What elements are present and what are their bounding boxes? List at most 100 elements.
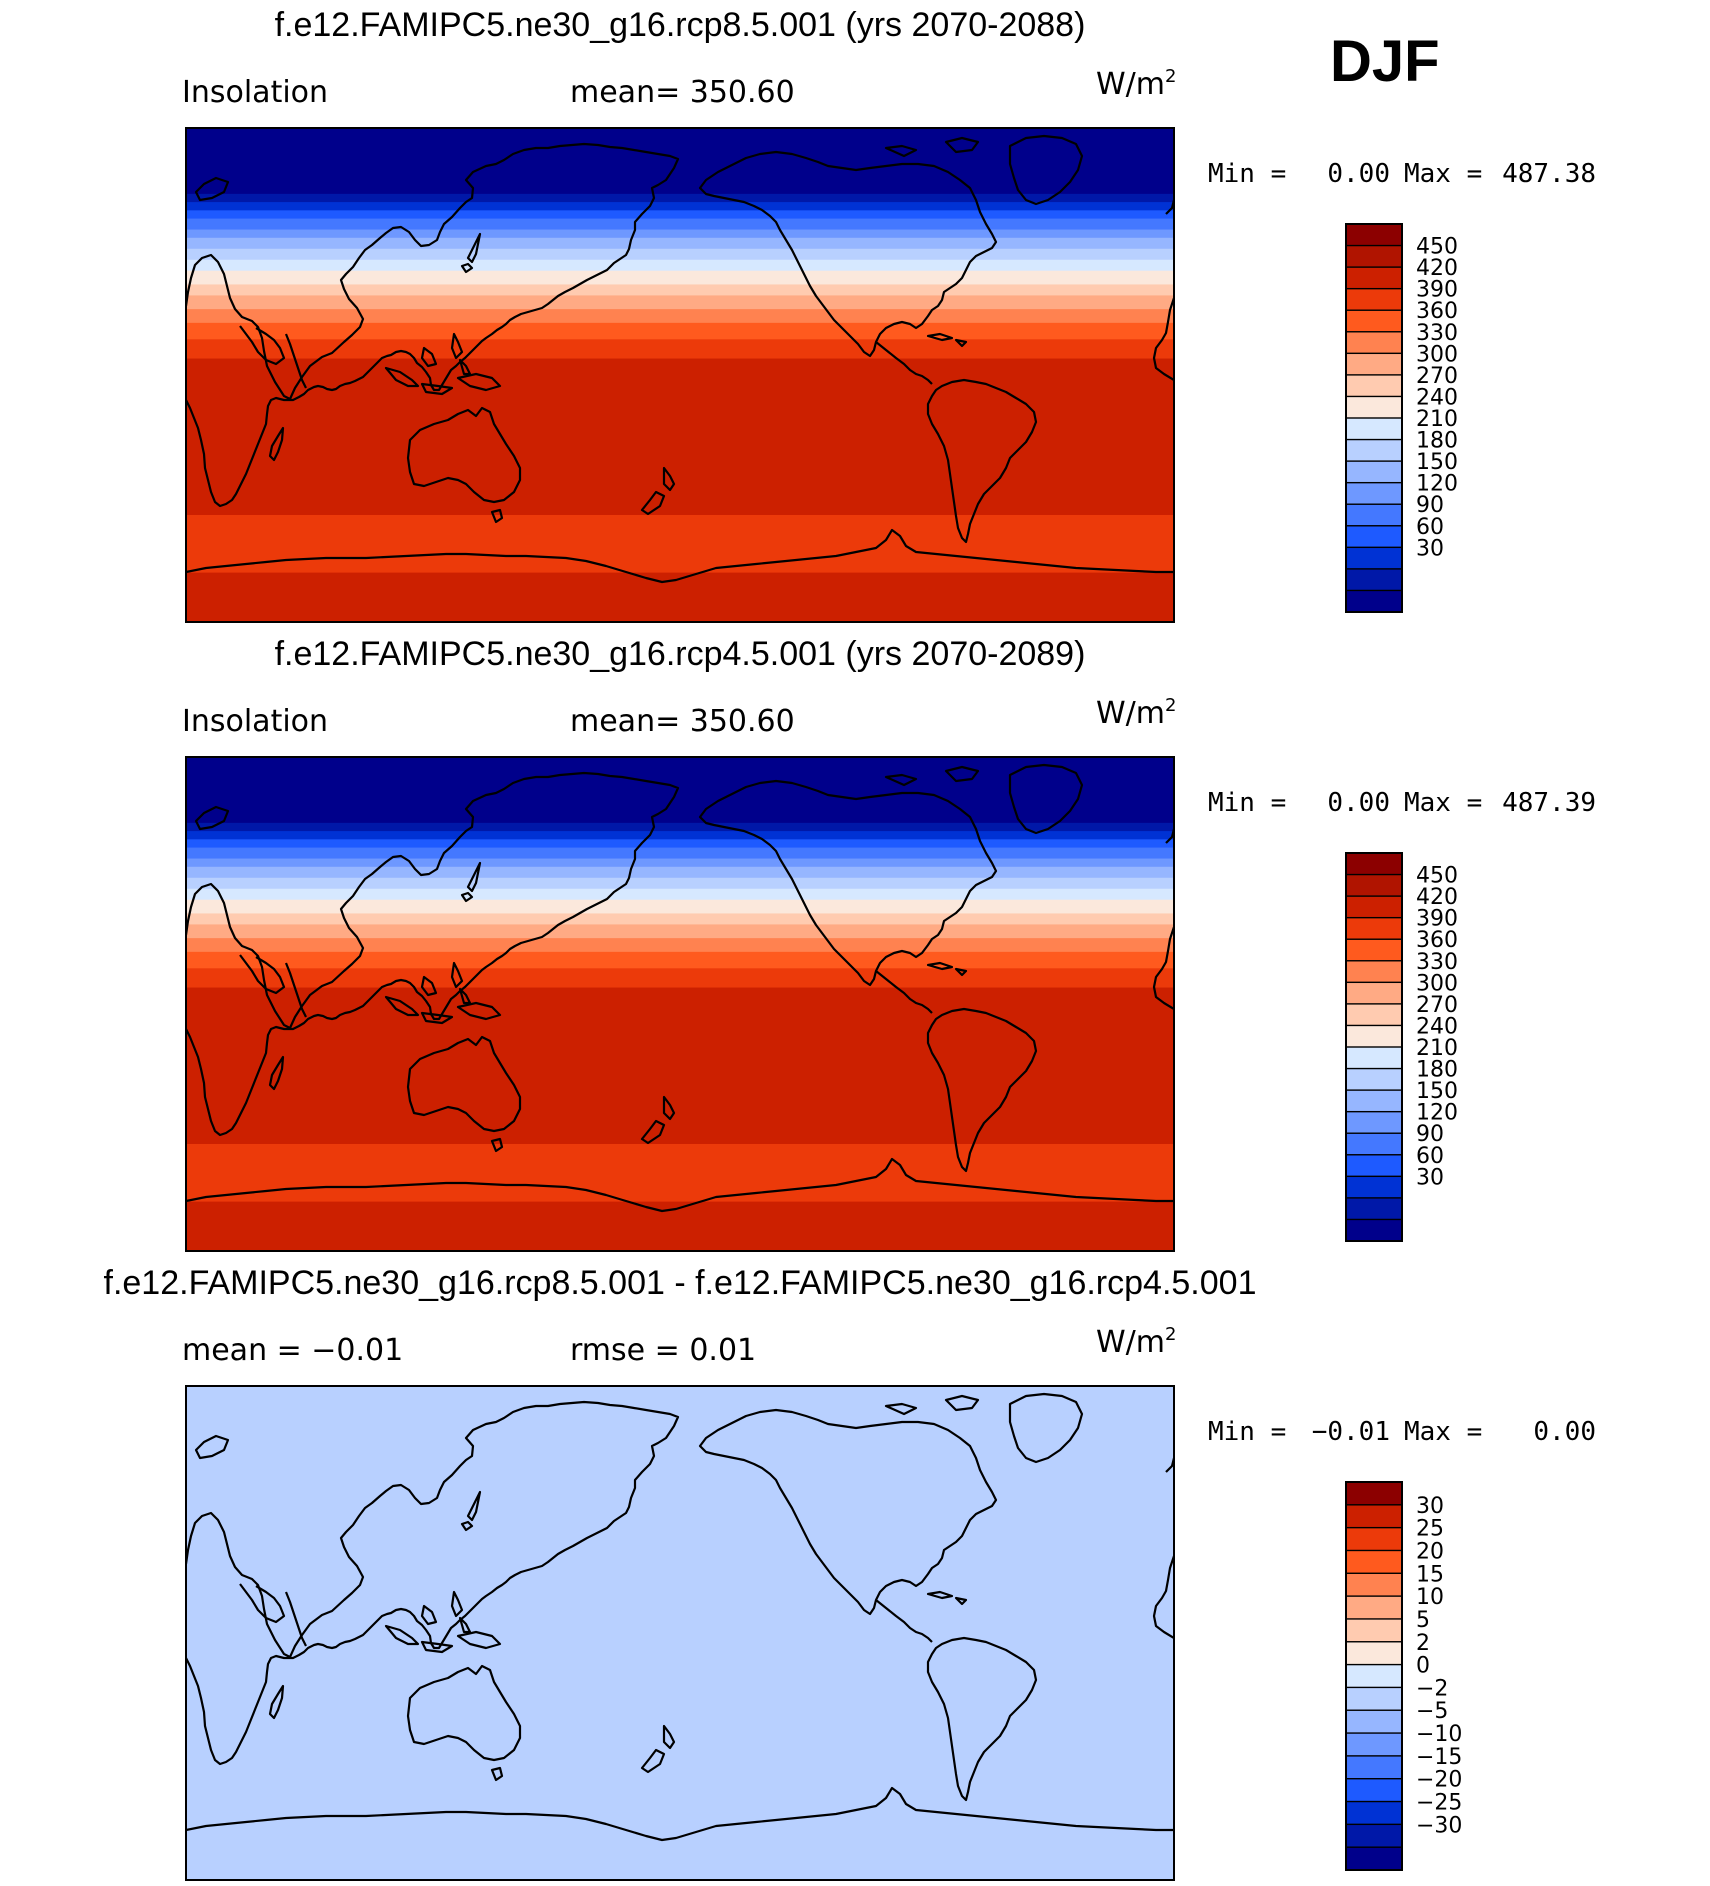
colorbar: 4504203903603303002702402101801501209060… <box>1345 852 1458 1243</box>
colorbar-swatch <box>1345 309 1403 333</box>
colorbar-swatch <box>1345 1686 1403 1712</box>
colorbar-tick-label: 30 <box>1416 1494 1444 1519</box>
colorbar-swatch <box>1345 1132 1403 1156</box>
colorbar-swatch <box>1345 1003 1403 1027</box>
max-value: 487.39 <box>1502 788 1596 818</box>
zonal-band <box>186 322 1174 340</box>
colorbar-tick-label: 180 <box>1416 429 1458 454</box>
zonal-band <box>186 295 1174 310</box>
colorbar-swatch <box>1345 374 1403 398</box>
colorbar-swatch <box>1345 1778 1403 1803</box>
colorbar-tick-label: 10 <box>1416 1585 1444 1610</box>
colorbar-tick-label: 25 <box>1416 1517 1444 1542</box>
colorbar-swatch <box>1345 895 1403 919</box>
zonal-band <box>186 309 1174 324</box>
season-label: DJF <box>1330 29 1440 94</box>
colorbar-swatch <box>1345 568 1403 592</box>
zonal-band <box>186 913 1174 926</box>
zonal-band <box>186 839 1174 849</box>
colorbar-tick-label: 150 <box>1416 1079 1458 1104</box>
colorbar-tick-label: 0 <box>1416 1654 1430 1679</box>
colorbar-tick-label: −5 <box>1416 1699 1448 1724</box>
colorbar-tick-label: 210 <box>1416 1036 1458 1061</box>
min-value: 0.00 <box>1327 159 1390 189</box>
colorbar-tick-label: −10 <box>1416 1722 1462 1747</box>
colorbar-tick-label: 180 <box>1416 1058 1458 1083</box>
colorbar-swatch <box>1345 438 1403 463</box>
colorbar-tick-label: 270 <box>1416 993 1458 1018</box>
colorbar-tick-label: 450 <box>1416 235 1458 260</box>
colorbar-swatch <box>1345 1154 1403 1178</box>
panel-title: f.e12.FAMIPC5.ne30_g16.rcp4.5.001 (yrs 2… <box>275 635 1086 673</box>
colorbar-tick-label: 390 <box>1416 907 1458 932</box>
zonal-band <box>186 866 1174 879</box>
zonal-band <box>186 899 1174 915</box>
colorbar-swatch <box>1345 460 1403 484</box>
zonal-band <box>186 259 1174 272</box>
zonal-band <box>186 1143 1174 1203</box>
map-panel-1: f.e12.FAMIPC5.ne30_g16.rcp8.5.001 (yrs 2… <box>182 6 1596 623</box>
panel-center-label: mean= 350.60 <box>570 704 795 739</box>
zonal-band <box>186 358 1174 516</box>
colorbar-swatch <box>1345 395 1403 420</box>
colorbar-tick-label: −2 <box>1416 1676 1448 1701</box>
colorbar-swatch <box>1345 916 1403 941</box>
zonal-band <box>186 210 1174 220</box>
zonal-band <box>186 202 1174 211</box>
colorbar-tick-label: 120 <box>1416 1101 1458 1126</box>
colorbar-swatch <box>1345 981 1403 1005</box>
max-label: Max = <box>1404 1417 1482 1447</box>
units-label: W/m2 <box>1096 695 1176 731</box>
map-panel-2: f.e12.FAMIPC5.ne30_g16.rcp4.5.001 (yrs 2… <box>182 635 1596 1252</box>
zonal-band <box>186 968 1174 989</box>
zonal-band <box>186 193 1174 203</box>
panel-left-label: Insolation <box>182 704 328 739</box>
colorbar-tick-label: 210 <box>1416 407 1458 432</box>
colorbar-tick-label: 2 <box>1416 1631 1430 1656</box>
panel-left-label: mean = −0.01 <box>182 1333 403 1368</box>
colorbar-tick-label: 330 <box>1416 950 1458 975</box>
colorbar-swatch <box>1345 352 1403 376</box>
colorbar-swatch <box>1345 1823 1403 1849</box>
colorbar-swatch <box>1345 852 1403 876</box>
panel-center-label: mean= 350.60 <box>570 75 795 110</box>
colorbar-tick-label: 240 <box>1416 385 1458 410</box>
colorbar-tick-label: 120 <box>1416 472 1458 497</box>
colorbar-swatch <box>1345 1197 1403 1221</box>
max-label: Max = <box>1404 788 1482 818</box>
colorbar-swatch <box>1345 1618 1403 1643</box>
colorbar-tick-label: 20 <box>1416 1539 1444 1564</box>
zonal-band <box>186 951 1174 969</box>
zonal-band <box>186 572 1174 622</box>
map-frame <box>185 756 1175 1252</box>
zonal-band <box>186 514 1174 574</box>
zonal-band <box>186 924 1174 939</box>
colorbar-swatch <box>1345 244 1403 269</box>
units-label: W/m2 <box>1096 66 1176 102</box>
max-value: 0.00 <box>1533 1417 1596 1447</box>
zonal-band <box>186 822 1174 832</box>
colorbar-tick-label: 60 <box>1416 515 1444 540</box>
colorbar-tick-label: 420 <box>1416 256 1458 281</box>
colorbar-tick-label: 60 <box>1416 1144 1444 1169</box>
colorbar-swatch <box>1345 960 1403 984</box>
colorbar-tick-label: 270 <box>1416 364 1458 389</box>
colorbar-tick-label: 300 <box>1416 971 1458 996</box>
colorbar-swatch <box>1345 1641 1403 1666</box>
zonal-band <box>186 270 1174 286</box>
zonal-band <box>186 888 1174 901</box>
colorbar-tick-label: 360 <box>1416 299 1458 324</box>
colorbar-swatch <box>1345 1218 1403 1243</box>
map-panel-3: f.e12.FAMIPC5.ne30_g16.rcp8.5.001 - f.e1… <box>104 1264 1596 1881</box>
colorbar-tick-label: 330 <box>1416 321 1458 346</box>
colorbar-swatch <box>1345 1595 1403 1620</box>
colorbar-swatch <box>1345 546 1403 570</box>
colorbar-tick-label: 150 <box>1416 450 1458 475</box>
zonal-band <box>186 847 1174 860</box>
colorbar-tick-label: 15 <box>1416 1562 1444 1587</box>
colorbar-tick-label: 240 <box>1416 1014 1458 1039</box>
colorbar-tick-label: 390 <box>1416 278 1458 303</box>
colorbar-tick-label: −25 <box>1416 1791 1462 1816</box>
colorbar-swatch <box>1345 1504 1403 1529</box>
